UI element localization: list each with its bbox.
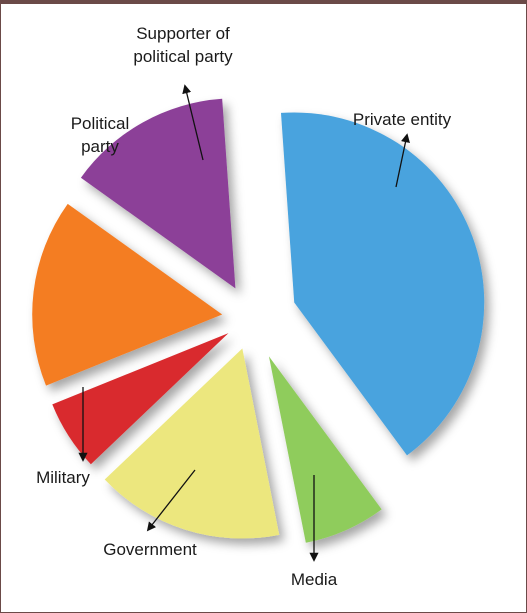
pie-slice-government <box>104 348 280 539</box>
slice-label-government: Government <box>103 540 197 559</box>
pie-slice-private-entity <box>280 112 485 456</box>
slice-label-supporter-of-political-party: Supporter of political party <box>133 24 233 66</box>
arrow-private-entity <box>395 133 410 188</box>
pie-slice-military <box>52 333 229 465</box>
slice-label-political-party: Political party <box>71 114 130 156</box>
top-border <box>1 1 526 4</box>
pie-slice-media <box>268 356 382 543</box>
slice-label-media: Media <box>291 570 338 589</box>
pie-slice-supporter-of-political-party <box>80 98 236 289</box>
arrow-supporter-of-political-party <box>182 84 204 161</box>
arrow-government <box>146 469 196 532</box>
pie-slice-political-party <box>32 203 223 386</box>
slice-label-military: Military <box>36 468 90 487</box>
slice-label-private-entity: Private entity <box>353 110 452 129</box>
